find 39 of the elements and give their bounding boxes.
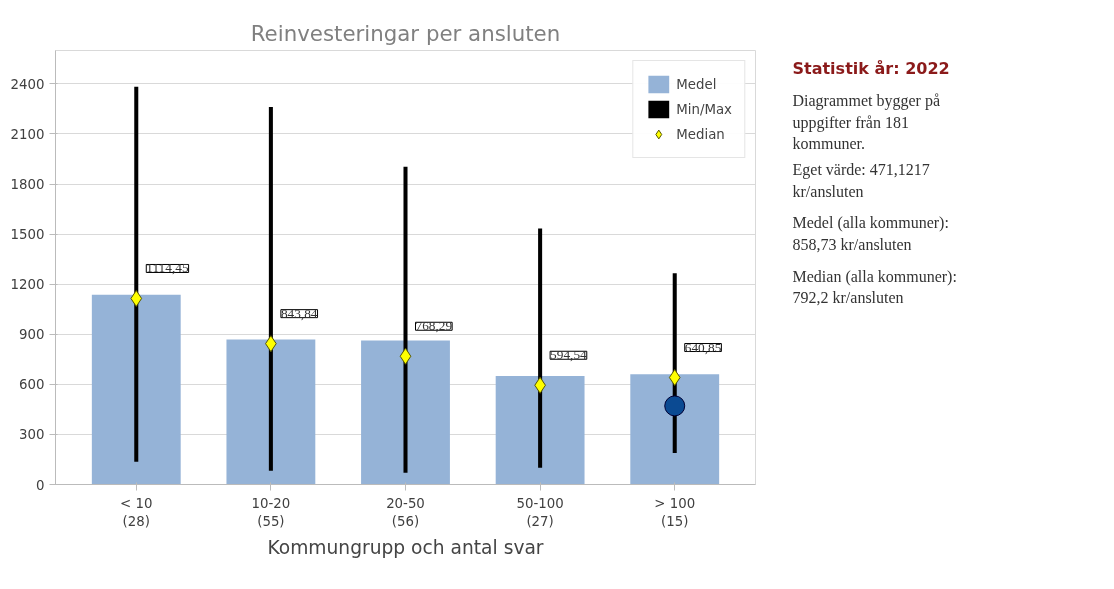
y-tick-label: 300 — [19, 427, 45, 443]
point — [130, 289, 143, 307]
y-tick-label: 1500 — [10, 227, 45, 243]
text: Diagrammet bygger på uppgifter från 181 kommuner. — [792, 92, 940, 152]
legend-label: Medel — [676, 76, 717, 92]
bar — [630, 374, 720, 485]
y-tick-label: 1200 — [10, 277, 45, 293]
y-tick-label: 2100 — [10, 126, 45, 142]
bar — [538, 228, 543, 468]
x-tick-label: < 10 (28) — [120, 495, 153, 529]
text: Median (alla kommuner): 792,2 kr/ansluten — [792, 267, 957, 306]
chart-title: Reinvesteringar per ansluten — [250, 20, 561, 46]
data-label: 640,85 — [684, 339, 722, 355]
text: Eget värde: 471,1217 kr/ansluten — [792, 161, 930, 200]
data-label: 1114,45 — [146, 260, 189, 276]
y-tick-label: 600 — [19, 377, 45, 393]
x-tick-label: 50-100 (27) — [516, 495, 564, 529]
y-tick-label: 2400 — [10, 76, 45, 92]
bar — [361, 340, 450, 485]
data-label: 768,29 — [415, 318, 453, 334]
text: Statistik år: 2022 — [792, 58, 950, 78]
y-tick-label: 900 — [19, 327, 45, 343]
bar — [91, 294, 181, 485]
x-tick-label: > 100 (15) — [654, 495, 696, 529]
point — [668, 369, 681, 387]
x-tick-label: 20-50 (56) — [386, 495, 425, 529]
text: Medel (alla kommuner): 858,73 kr/ansluten — [792, 214, 949, 253]
x-axis-title: Kommungrupp och antal svar — [267, 536, 544, 558]
x-tick-label: 10-20 (55) — [251, 495, 291, 529]
bar — [495, 376, 585, 485]
bar — [268, 106, 273, 471]
y-tick-label: 1800 — [10, 177, 45, 193]
bar — [134, 86, 139, 462]
legend-label: Median — [676, 126, 725, 142]
bar — [403, 166, 408, 473]
point — [399, 347, 412, 365]
bar — [226, 339, 316, 485]
y-tick-label: 0 — [36, 477, 45, 493]
legend-label: Min/Max — [676, 101, 732, 117]
